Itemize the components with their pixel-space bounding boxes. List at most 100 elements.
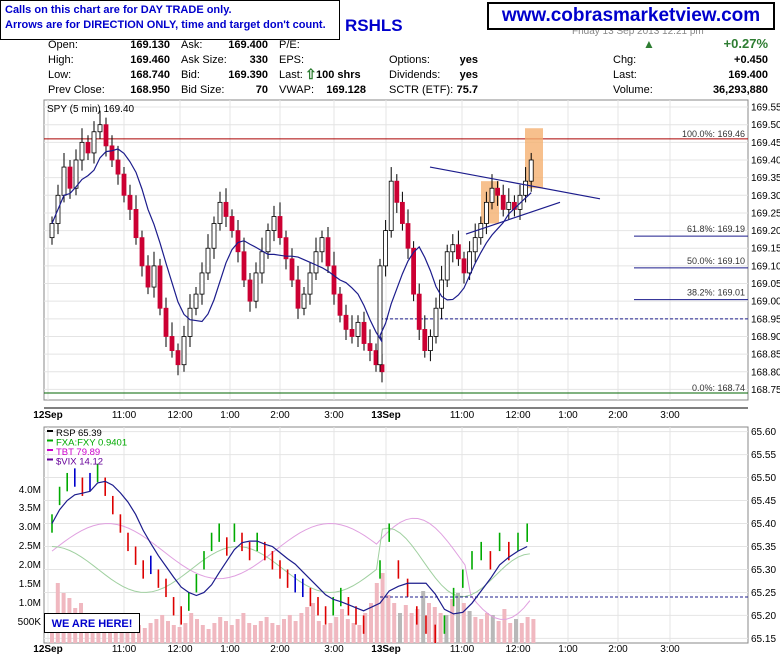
volume-bar (479, 619, 484, 643)
volume-bar (485, 613, 489, 643)
pe-label: P/E: (279, 39, 300, 51)
volume-bar (502, 609, 507, 643)
candle-body (379, 364, 385, 373)
volume-bar (328, 623, 333, 643)
candle-body (283, 237, 289, 260)
candle-body (73, 159, 79, 189)
candle-body (495, 187, 501, 196)
sctr-label: SCTR (ETF): (389, 84, 454, 96)
lower-x-tick: 2:00 (270, 644, 290, 655)
volume-bar (229, 625, 234, 643)
candle-body (205, 247, 211, 274)
lower-x-tick: 12:00 (167, 644, 192, 655)
price-y-tick: 168.90 (751, 332, 780, 343)
price-x-tick: 11:00 (450, 410, 475, 421)
volume-bar (171, 625, 176, 643)
price-y-tick: 169.20 (751, 226, 780, 237)
candle-body (67, 166, 73, 189)
candle-body (307, 272, 313, 295)
volume-label: Volume: (613, 84, 653, 96)
candle-body (349, 329, 355, 337)
lower-x-tick: 11:00 (112, 644, 137, 655)
volume-bar (189, 613, 194, 643)
candle-body (103, 124, 109, 147)
legend-entry: $VIX 14.12 (56, 457, 103, 468)
candle-body (517, 194, 523, 210)
volume-bar (253, 625, 257, 643)
candle-body (193, 293, 199, 309)
candle-body (229, 216, 235, 231)
candle-body (271, 216, 277, 231)
candle-body (241, 251, 247, 281)
volume-y-tick: 1.5M (19, 579, 41, 590)
candle-body (377, 265, 383, 366)
volume-bar (247, 623, 252, 643)
volume-bar (166, 621, 170, 643)
candle-body (416, 293, 422, 330)
candle-body (444, 251, 450, 281)
open-value: 169.130 (130, 39, 170, 51)
candle-body (187, 307, 193, 337)
volume-bar (206, 629, 211, 643)
volume-bar (531, 619, 536, 643)
site-url-link[interactable]: www.cobrasmarketview.com (487, 2, 775, 30)
legend-swatch (47, 439, 53, 442)
candle-body (181, 336, 187, 366)
legend-swatch (47, 449, 53, 451)
candle-body (253, 272, 259, 302)
volume-bar (154, 619, 159, 643)
volume-y-tick: 2.0M (19, 560, 41, 571)
price-y-tick: 169.40 (751, 156, 780, 167)
volume-value: 36,293,880 (712, 84, 768, 96)
volume-bar (322, 625, 327, 643)
price-y-tick: 169.05 (751, 279, 780, 290)
candle-body (127, 194, 133, 210)
we-are-here-label: WE ARE HERE! (44, 613, 140, 633)
volume-bar (218, 617, 223, 643)
up-triangle-icon: ▲ (643, 37, 655, 51)
volume-bar (293, 621, 298, 643)
volume-bar (374, 583, 379, 643)
eps-label: EPS: (279, 54, 305, 66)
lower-y-tick: 65.15 (751, 634, 776, 645)
lower-x-tick: 13Sep (371, 644, 400, 655)
bid-size-label: Bid Size: (181, 84, 225, 96)
candle-body (109, 145, 115, 161)
candle-body (355, 321, 361, 337)
volume-bar (508, 623, 513, 643)
price-y-tick: 169.35 (751, 173, 780, 184)
volume-bar (96, 623, 101, 643)
candle-body (139, 237, 145, 267)
candle-body (489, 187, 495, 203)
volume-y-tick: 1.0M (19, 598, 41, 609)
volume-bar (241, 613, 246, 643)
lower-x-tick: 3:00 (660, 644, 680, 655)
volume-bar (200, 625, 205, 643)
rsp-moving-average (51, 480, 528, 615)
volume-bar (357, 625, 362, 643)
candle-body (331, 265, 337, 295)
fxa-fxy-line (51, 527, 530, 597)
upper-trendline (429, 166, 601, 200)
price-x-tick: 2:00 (608, 410, 628, 421)
volume-bar (514, 619, 518, 643)
candle-body (301, 293, 307, 309)
candle-body (343, 314, 349, 330)
bid-label: Bid: (181, 69, 200, 81)
price-x-tick: 1:00 (558, 410, 578, 421)
volume-bar (473, 617, 478, 643)
candle-body (85, 141, 91, 154)
up-arrow-icon: ⇧ (305, 66, 317, 82)
volume-bar (299, 613, 304, 643)
price-x-tick: 11:00 (112, 410, 137, 421)
price-y-tick: 169.10 (751, 261, 780, 272)
lower-y-tick: 65.30 (751, 565, 776, 576)
volume-bar (444, 615, 449, 643)
options-value: yes (459, 54, 478, 66)
lower-y-tick: 65.45 (751, 496, 776, 507)
candle-body (133, 209, 139, 239)
price-y-tick: 168.85 (751, 350, 780, 361)
volume-bar (311, 603, 315, 643)
low-label: Low: (48, 69, 72, 81)
